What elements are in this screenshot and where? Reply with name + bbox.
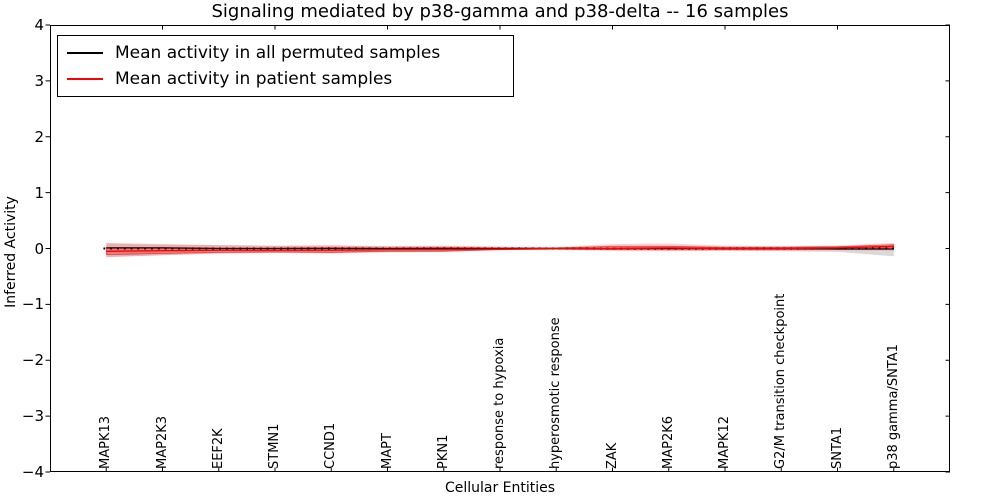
x-tick-label: hyperosmotic response	[548, 317, 564, 469]
patient-mean-line	[106, 245, 894, 252]
y-tick-label: −2	[21, 351, 44, 370]
x-tick-label: MAP2K6	[660, 415, 676, 469]
legend-item: Mean activity in all permuted samples	[58, 43, 513, 63]
y-tick-label: 2	[34, 127, 44, 146]
y-tick-label: −4	[21, 463, 44, 481]
y-tick-label: 1	[34, 183, 44, 202]
x-axis-label: Cellular Entities	[444, 480, 556, 496]
x-tick-label: STMN1	[267, 423, 282, 469]
legend-line-permuted	[67, 51, 103, 54]
legend-line-patient	[67, 78, 103, 81]
x-tick-label: MAPK12	[717, 415, 732, 469]
y-tick-label: 0	[34, 239, 44, 258]
legend: Mean activity in all permuted samples Me…	[57, 35, 514, 97]
y-tick-label: 3	[34, 71, 44, 90]
y-tick-label: 4	[34, 16, 44, 34]
x-tick-label: ZAK	[604, 442, 620, 469]
x-tick-label: CCND1	[323, 422, 339, 469]
x-tick-label: SNTA1	[829, 426, 845, 469]
x-tick-label: MAPK13	[98, 415, 114, 469]
x-tick-label: EEF2K	[210, 428, 226, 469]
legend-item-label: Mean activity in patient samples	[115, 69, 393, 90]
x-tick-label: response to hypoxia	[492, 337, 507, 469]
y-tick-label: −3	[21, 407, 44, 426]
legend-item: Mean activity in patient samples	[58, 69, 513, 89]
x-tick-label: MAPT	[379, 433, 395, 469]
chart-title: Signaling mediated by p38-gamma and p38-…	[211, 1, 789, 22]
x-tick-label: p38 gamma/SNTA1	[885, 344, 901, 469]
x-tick-label: MAP2K3	[154, 415, 170, 469]
x-tick-label: PKN1	[435, 434, 451, 469]
x-tick-label: G2/M transition checkpoint	[773, 293, 789, 469]
y-tick-label: −1	[21, 295, 44, 314]
legend-item-label: Mean activity in all permuted samples	[115, 42, 441, 63]
